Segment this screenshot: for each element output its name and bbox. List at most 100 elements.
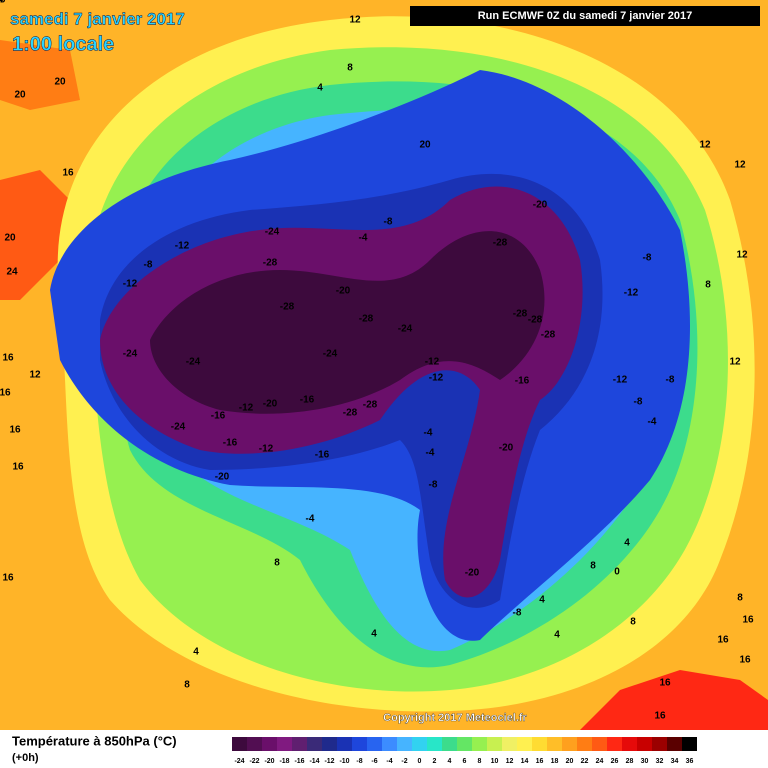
colorbar-label: 10 bbox=[491, 758, 499, 765]
contour-labels: 12842020162024161216161616121212812-24-2… bbox=[0, 0, 754, 722]
copyright: Copyright 2017 Meteociel.fr bbox=[383, 712, 527, 724]
contour-label: -28 bbox=[493, 238, 508, 249]
colorbar-label: 30 bbox=[641, 758, 649, 765]
colorbar-swatch bbox=[667, 737, 682, 751]
colorbar-swatch bbox=[517, 737, 532, 751]
colorbar-label: 14 bbox=[521, 758, 529, 765]
colorbar-label: 36 bbox=[686, 758, 694, 765]
contour-label: -24 bbox=[186, 357, 201, 368]
contour-label: -8 bbox=[513, 608, 522, 619]
contour-label: 4 bbox=[371, 629, 377, 640]
colorbar-label: -12 bbox=[324, 758, 334, 765]
colorbar-swatch bbox=[277, 737, 292, 751]
colorbar-label: -6 bbox=[371, 758, 377, 765]
contour-label: -28 bbox=[363, 400, 378, 411]
colorbar-label: -20 bbox=[264, 758, 274, 765]
colorbar-swatch bbox=[262, 737, 277, 751]
contour-label: -8 bbox=[384, 217, 393, 228]
colorbar-label: -8 bbox=[356, 758, 362, 765]
colorbar-swatch bbox=[292, 737, 307, 751]
run-box bbox=[410, 6, 760, 26]
contour-label: 8 bbox=[705, 280, 711, 291]
contour-label: -28 bbox=[343, 408, 358, 419]
colorbar-swatch bbox=[532, 737, 547, 751]
colorbar-label: 12 bbox=[506, 758, 514, 765]
contour-label: 4 bbox=[0, 0, 3, 6]
colorbar-swatch bbox=[607, 737, 622, 751]
contour-label: -24 bbox=[265, 227, 280, 238]
contour-label: 20 bbox=[54, 77, 66, 88]
colorbar-label: 24 bbox=[596, 758, 604, 765]
colorbar-label: 22 bbox=[581, 758, 589, 765]
colorbar-swatch bbox=[367, 737, 382, 751]
temperature-field bbox=[0, 0, 768, 730]
contour-label: -20 bbox=[465, 568, 480, 579]
contour-label: 16 bbox=[742, 615, 754, 626]
colorbar-label: 20 bbox=[566, 758, 574, 765]
contour-label: -8 bbox=[144, 260, 153, 271]
colorbar-swatch bbox=[337, 737, 352, 751]
run-info: Run ECMWF 0Z du samedi 7 janvier 2017 bbox=[478, 10, 693, 22]
contour-label: -8 bbox=[666, 375, 675, 386]
colorbar-swatch bbox=[592, 737, 607, 751]
contour-label: 16 bbox=[654, 711, 666, 722]
contour-label: -12 bbox=[429, 373, 444, 384]
contour-label: -20 bbox=[499, 443, 514, 454]
colorbar-swatch bbox=[487, 737, 502, 751]
colorbar-swatch bbox=[622, 737, 637, 751]
colorbar-swatch bbox=[322, 737, 337, 751]
contour-label: -16 bbox=[211, 411, 226, 422]
contour-label: 12 bbox=[699, 140, 711, 151]
contour-label: 16 bbox=[659, 678, 671, 689]
contour-label: 24 bbox=[6, 267, 18, 278]
contour-label: 12 bbox=[29, 370, 41, 381]
colorbar-label: 0 bbox=[418, 758, 422, 765]
colorbar-swatch bbox=[562, 737, 577, 751]
colorbar-label: -14 bbox=[309, 758, 319, 765]
colorbar-label: -24 bbox=[234, 758, 244, 765]
colorbar-label: 8 bbox=[478, 758, 482, 765]
contour-label: 20 bbox=[14, 90, 26, 101]
contour-label: -12 bbox=[613, 375, 628, 386]
contour-label: -28 bbox=[541, 330, 556, 341]
contour-label: 20 bbox=[0, 0, 6, 6]
contour-label: -16 bbox=[515, 376, 530, 387]
contour-label: -16 bbox=[223, 438, 238, 449]
contour-label: -28 bbox=[280, 302, 295, 313]
contour-label: 16 bbox=[717, 635, 729, 646]
contour-label: 8 bbox=[347, 63, 353, 74]
footer-title: Température à 850hPa (°C) bbox=[12, 733, 177, 748]
contour-label: 4 bbox=[554, 630, 560, 641]
contour-label: 4 bbox=[539, 595, 545, 606]
contour-label: -8 bbox=[643, 253, 652, 264]
colorbar-swatch bbox=[652, 737, 667, 751]
contour-label: 12 bbox=[729, 357, 741, 368]
map-date: samedi 7 janvier 2017 bbox=[10, 9, 185, 28]
colorbar-label: -10 bbox=[339, 758, 349, 765]
colorbar-label: -16 bbox=[294, 758, 304, 765]
contour-label: -12 bbox=[624, 288, 639, 299]
contour-label: -20 bbox=[336, 286, 351, 297]
contour-label: -4 bbox=[424, 428, 433, 439]
contour-label: 8 bbox=[590, 561, 596, 572]
colorbar-swatch bbox=[547, 737, 562, 751]
contour-label: -4 bbox=[648, 417, 657, 428]
contour-label: 8 bbox=[184, 680, 190, 691]
contour-label: -24 bbox=[323, 349, 338, 360]
contour-label: -8 bbox=[429, 480, 438, 491]
contour-label: 16 bbox=[2, 353, 14, 364]
colorbar-label: -4 bbox=[386, 758, 392, 765]
contour-label: 4 bbox=[193, 647, 199, 658]
colorbar-swatch bbox=[442, 737, 457, 751]
contour-label: -4 bbox=[359, 233, 368, 244]
contour-label: 12 bbox=[736, 250, 748, 261]
colorbar-swatch bbox=[682, 737, 697, 751]
contour-label: -12 bbox=[123, 279, 138, 290]
contour-label: 8 bbox=[630, 617, 636, 628]
contour-label: -12 bbox=[425, 357, 440, 368]
colorbar-label: -18 bbox=[279, 758, 289, 765]
colorbar-swatch bbox=[502, 737, 517, 751]
colorbar-swatch bbox=[457, 737, 472, 751]
colorbar-label: 16 bbox=[536, 758, 544, 765]
